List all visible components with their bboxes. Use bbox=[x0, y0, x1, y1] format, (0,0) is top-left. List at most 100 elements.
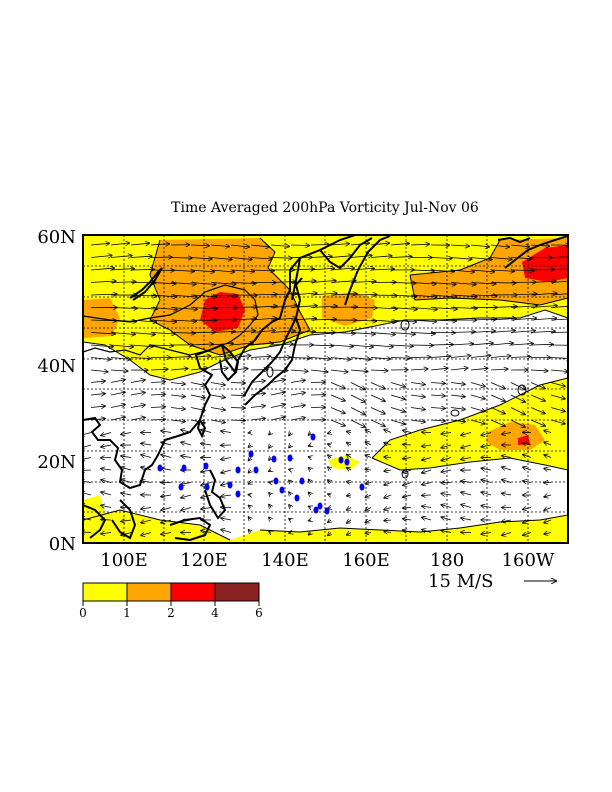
wind-vector bbox=[90, 370, 108, 372]
wind-vector bbox=[441, 433, 452, 435]
wind-vector bbox=[410, 383, 425, 385]
wind-vector bbox=[248, 445, 251, 447]
wind-vector bbox=[110, 358, 130, 360]
wind-vector bbox=[550, 331, 568, 333]
wind-vector bbox=[110, 380, 125, 383]
wind-vector bbox=[250, 381, 265, 383]
wind-vector bbox=[141, 481, 152, 483]
lon-label-180: 180 bbox=[430, 550, 464, 571]
wind-vector bbox=[430, 383, 445, 384]
wind-vector bbox=[250, 331, 275, 333]
wind-vector bbox=[110, 243, 129, 245]
lon-label-100e: 100E bbox=[100, 550, 148, 571]
wind-vector bbox=[210, 270, 234, 272]
wind-vector bbox=[170, 368, 188, 370]
wind-vector bbox=[510, 258, 532, 259]
wind-vector bbox=[461, 458, 472, 460]
wind-vector bbox=[510, 394, 525, 402]
wind-vector bbox=[350, 370, 368, 372]
wind-vector bbox=[270, 293, 297, 295]
wind-vector bbox=[250, 343, 273, 345]
wind-vector bbox=[370, 358, 390, 359]
wind-vector bbox=[544, 442, 552, 445]
wind-vector bbox=[309, 492, 311, 495]
wind-vector bbox=[270, 344, 293, 345]
wind-vector bbox=[384, 508, 392, 510]
wind-vector bbox=[330, 382, 345, 389]
wind-vector bbox=[90, 419, 105, 420]
wind-vector bbox=[290, 370, 308, 371]
wind-vector bbox=[270, 331, 295, 333]
wind-vector bbox=[461, 518, 472, 520]
wind-vector bbox=[490, 306, 517, 307]
wind-vector bbox=[403, 508, 412, 509]
wind-vector bbox=[461, 481, 472, 483]
wind-vector bbox=[430, 308, 457, 310]
wind-vector bbox=[330, 294, 357, 295]
wind-vector bbox=[310, 345, 333, 346]
wind-vector bbox=[248, 483, 251, 484]
wind-vector bbox=[110, 282, 136, 283]
wind-vector bbox=[190, 270, 214, 272]
colorbar-swatch-4-6 bbox=[214, 582, 260, 602]
wind-vector bbox=[347, 482, 351, 483]
wind-vector bbox=[365, 508, 372, 511]
reference-vector-label: 15 M/S bbox=[428, 571, 493, 592]
wind-vector bbox=[181, 495, 192, 498]
wind-vector bbox=[441, 505, 452, 508]
wind-vector bbox=[502, 493, 512, 495]
wind-vector bbox=[170, 270, 194, 271]
wind-vector bbox=[390, 358, 410, 359]
wind-vector bbox=[370, 419, 385, 426]
wind-vector bbox=[270, 282, 296, 283]
wind-vector bbox=[270, 370, 288, 371]
wind-vector bbox=[430, 395, 445, 396]
wind-vector bbox=[481, 533, 492, 535]
wind-vector bbox=[370, 370, 388, 371]
wind-vector bbox=[248, 505, 251, 507]
wind-vector bbox=[481, 480, 492, 483]
wind-vector bbox=[350, 268, 374, 270]
wind-vector bbox=[481, 506, 492, 508]
wind-vector bbox=[330, 419, 345, 426]
wind-vector bbox=[190, 407, 205, 411]
wind-vector bbox=[161, 431, 172, 433]
wind-vector bbox=[347, 455, 351, 458]
wind-vector bbox=[410, 283, 436, 284]
wind-vector bbox=[83, 458, 92, 460]
wind-vector bbox=[365, 455, 372, 457]
wind-vector bbox=[170, 295, 197, 297]
wind-vector bbox=[430, 258, 452, 259]
wind-vector bbox=[83, 481, 92, 482]
wind-vector bbox=[170, 408, 185, 410]
wind-vector bbox=[523, 520, 532, 523]
wind-vector bbox=[481, 492, 492, 495]
wind-vector bbox=[290, 393, 305, 395]
wind-vector bbox=[210, 420, 225, 422]
wind-vector bbox=[269, 517, 271, 520]
wind-vector bbox=[347, 443, 351, 445]
wind-vector bbox=[201, 508, 212, 510]
wind-vector bbox=[410, 408, 425, 410]
wind-vector bbox=[290, 269, 314, 270]
wind-vector bbox=[430, 320, 456, 321]
wind-vector bbox=[309, 520, 311, 521]
wind-vector bbox=[370, 382, 385, 389]
wind-vector bbox=[328, 467, 331, 470]
wind-vector bbox=[210, 368, 228, 370]
wind-vector bbox=[190, 320, 216, 321]
wind-vector bbox=[390, 257, 412, 258]
wind-vector bbox=[290, 245, 309, 246]
wind-vector bbox=[490, 331, 515, 333]
wind-vector bbox=[350, 243, 369, 245]
wind-vector bbox=[550, 407, 565, 412]
wind-vector bbox=[201, 430, 212, 433]
wind-vector bbox=[370, 333, 395, 335]
wind-vector bbox=[350, 333, 375, 335]
wind-vector bbox=[90, 358, 110, 360]
wind-vector bbox=[170, 283, 196, 285]
wind-vector bbox=[410, 333, 435, 334]
wind-vector bbox=[121, 433, 132, 435]
wind-vector bbox=[269, 433, 271, 435]
wind-vector bbox=[450, 368, 468, 370]
